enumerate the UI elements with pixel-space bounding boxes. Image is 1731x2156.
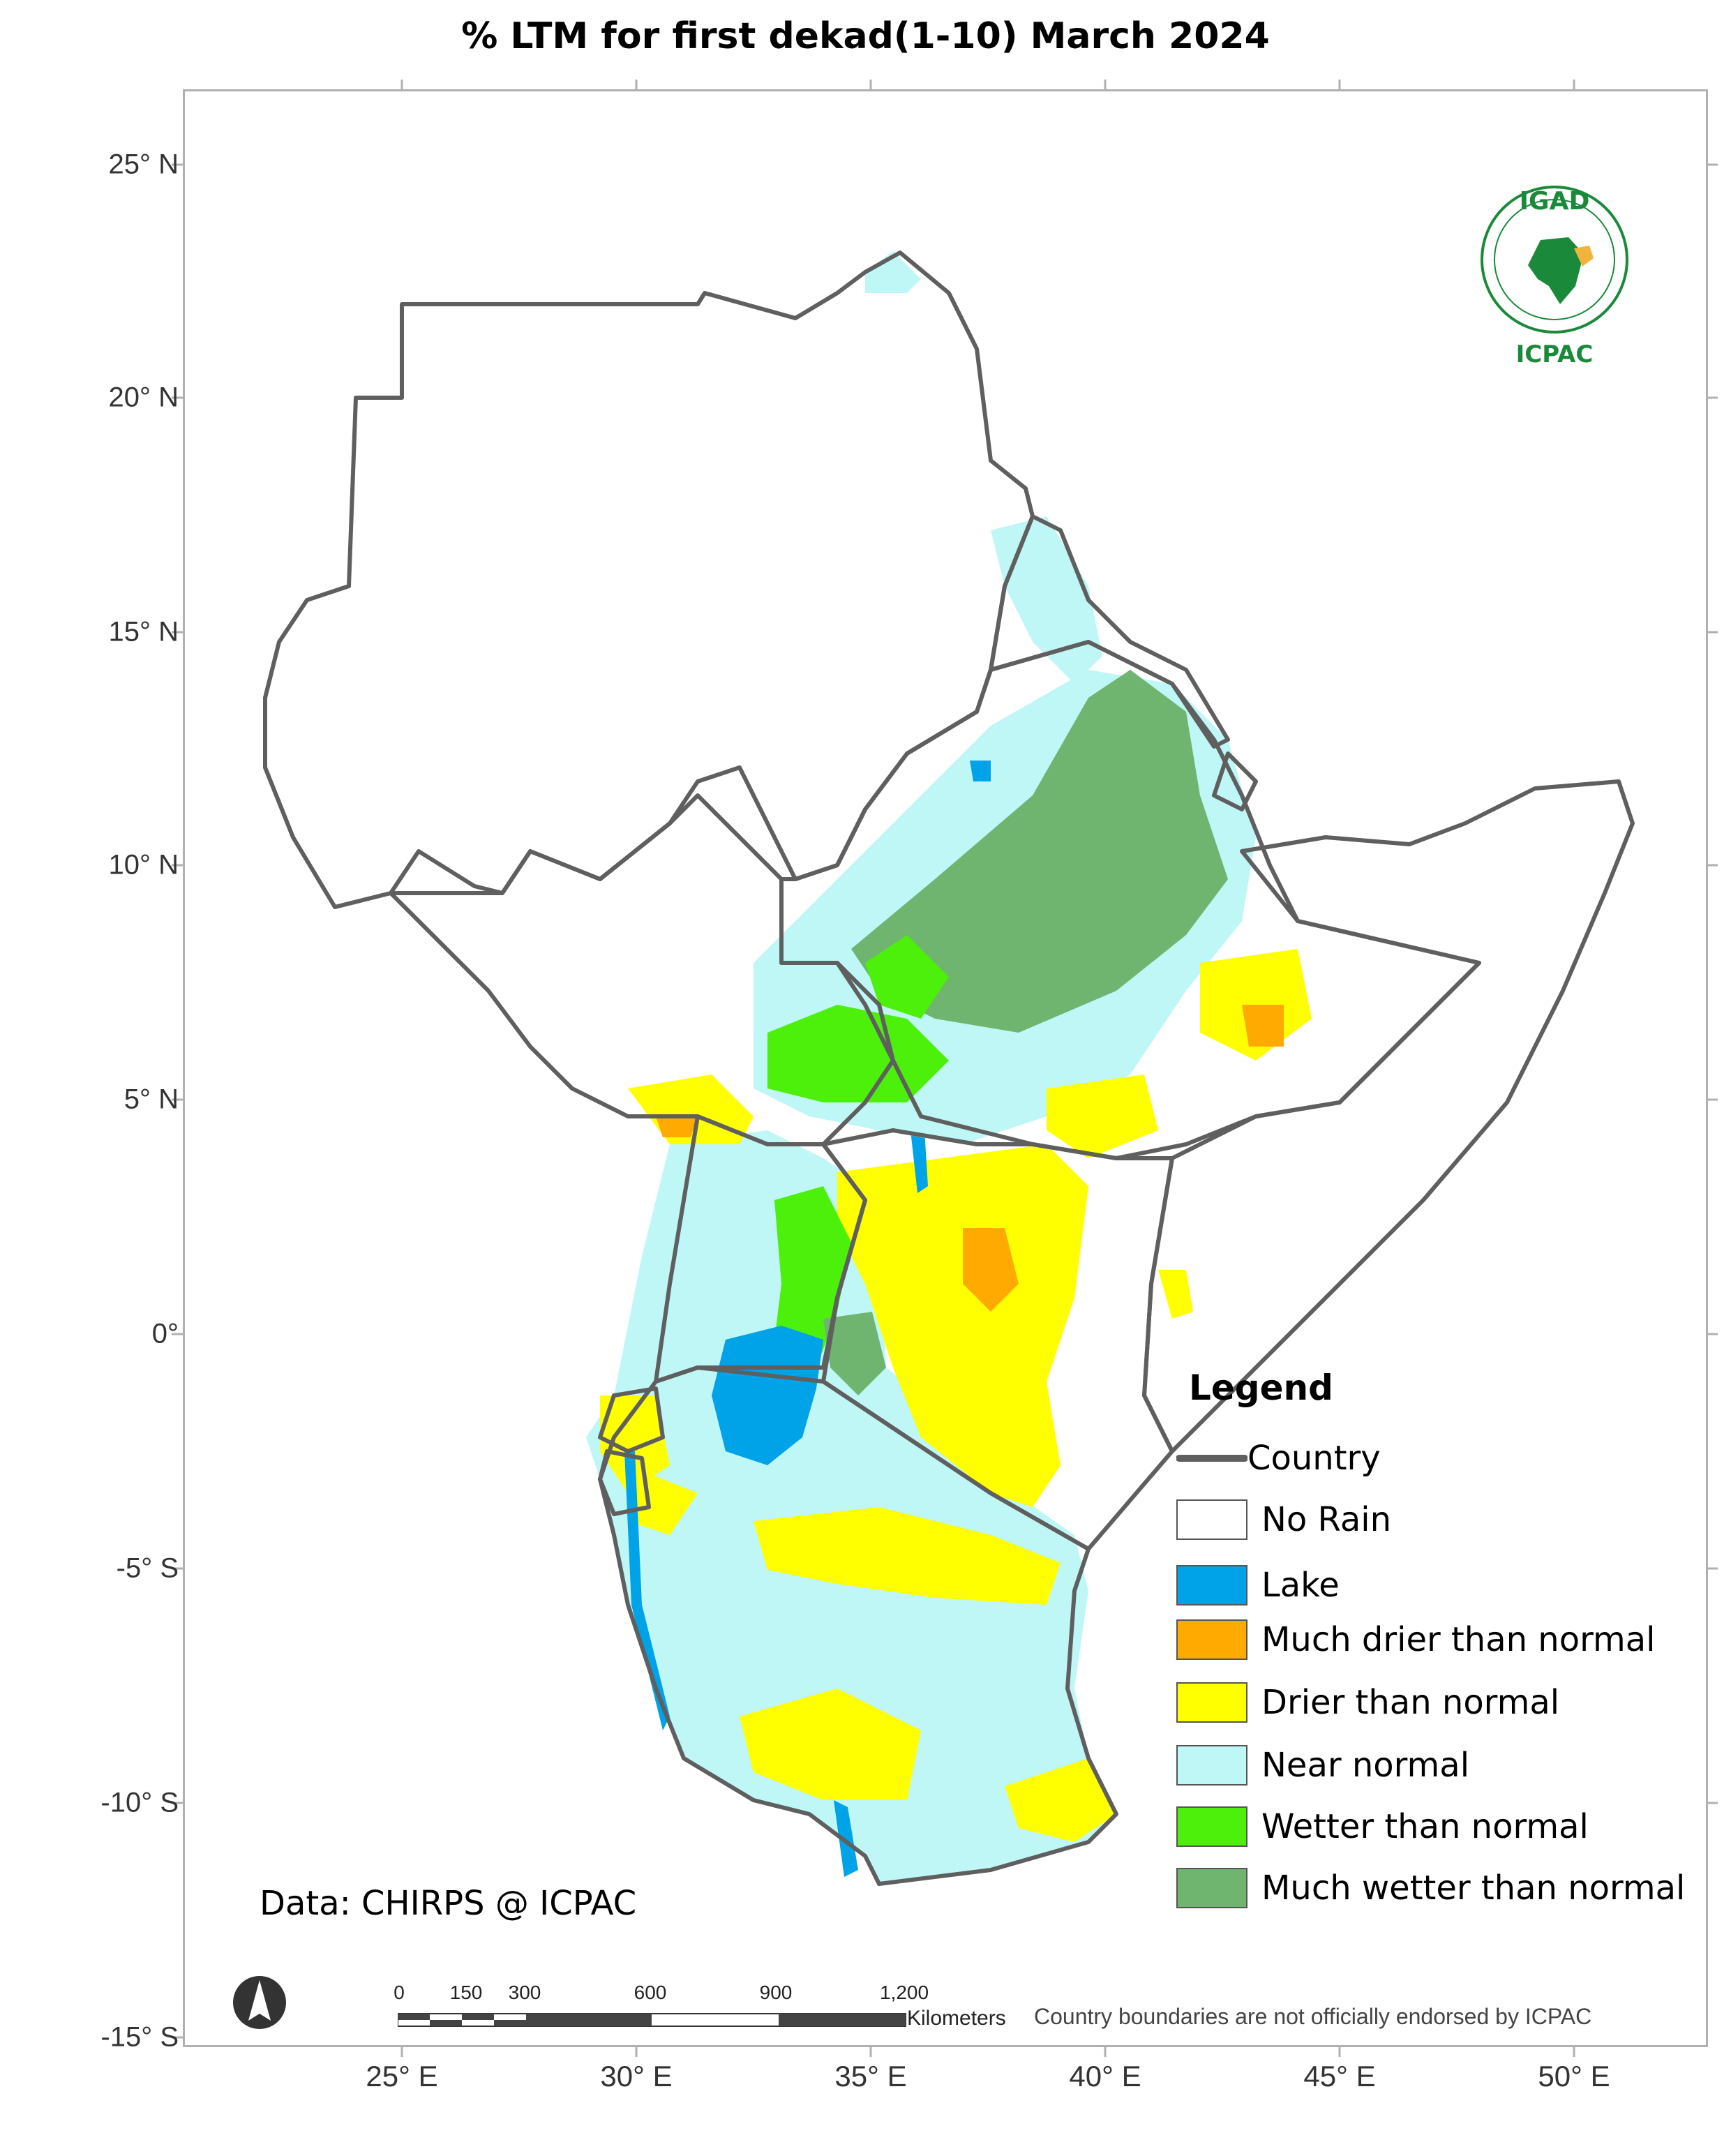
wetter-ethiopia-west xyxy=(865,935,949,1019)
drier-se-tz xyxy=(1005,1758,1116,1842)
legend-label: Much drier than normal xyxy=(1261,1620,1656,1659)
drier-west-tz xyxy=(600,1395,670,1493)
legend-item-no-rain: No Rain xyxy=(1176,1499,1391,1541)
scale-tick: 1,200 xyxy=(879,1982,929,2003)
map-title: % LTM for first dekad(1-10) March 2024 xyxy=(461,15,1270,57)
legend-label: No Rain xyxy=(1261,1500,1391,1539)
igad-icpac-logo: IGAD ICPAC xyxy=(1471,181,1638,377)
legend-item-near-normal: Near normal xyxy=(1176,1744,1469,1786)
scale-tick: 150 xyxy=(449,1982,483,2003)
country-boundaries xyxy=(263,250,1635,1886)
drier-somalia-east xyxy=(1158,1270,1193,1319)
near-normal-egypt-border xyxy=(865,251,921,293)
logo-emblem-icon xyxy=(1481,186,1628,334)
legend-swatch xyxy=(1176,1745,1247,1786)
much-drier-south-sudan xyxy=(656,1116,698,1137)
legend-swatch xyxy=(1176,1565,1247,1605)
scale-tick: 600 xyxy=(634,1982,667,2003)
legend-item-much-drier: Much drier than normal xyxy=(1176,1619,1656,1661)
legend-item-drier: Drier than normal xyxy=(1176,1682,1559,1723)
drier-ethiopia-south xyxy=(1047,1075,1158,1158)
lat-label-25n: 25° N xyxy=(108,149,179,180)
scale-unit: Kilometers xyxy=(907,2007,1006,2030)
lake-tanganyika xyxy=(624,1451,670,1730)
lon-label-45e: 45° E xyxy=(1303,2060,1376,2093)
scale-bar: 0 150 300 600 900 1,200 Kilometers xyxy=(391,1982,1019,2037)
legend-title: Legend xyxy=(1189,1368,1333,1408)
lat-label-5n: 5° N xyxy=(123,1084,179,1115)
lat-label-10s: -10° S xyxy=(100,1787,179,1818)
lon-label-40e: 40° E xyxy=(1069,2060,1141,2093)
near-normal-south xyxy=(586,1130,1116,1884)
legend-item-country: Country xyxy=(1176,1437,1381,1479)
legend-label: Wetter than normal xyxy=(1261,1807,1589,1846)
drier-central-tz xyxy=(754,1507,1061,1605)
logo-igad-text: IGAD xyxy=(1519,187,1590,216)
scale-tick: 0 xyxy=(394,1982,405,2003)
data-credit: Data: CHIRPS @ ICPAC xyxy=(260,1884,637,1923)
lat-label-0: 0° xyxy=(151,1318,179,1349)
legend-item-much-wetter: Much wetter than normal xyxy=(1176,1867,1685,1909)
lat-label-20n: 20° N xyxy=(108,382,179,413)
drier-kenya xyxy=(837,1144,1088,1507)
scale-tick: 900 xyxy=(759,1982,793,2003)
legend-label: Near normal xyxy=(1261,1746,1470,1785)
drier-south-tz xyxy=(740,1689,921,1800)
logo-icpac-text: ICPAC xyxy=(1515,340,1594,368)
legend-swatch xyxy=(1176,1499,1247,1540)
lat-label-10n: 10° N xyxy=(108,849,179,881)
legend-swatch xyxy=(1176,1806,1247,1847)
much-drier-ethiopia-east xyxy=(1242,1005,1284,1047)
legend-swatch xyxy=(1176,1868,1247,1908)
legend-swatch xyxy=(1176,1619,1247,1660)
lake-malawi xyxy=(834,1800,858,1877)
lat-label-5s: -5° S xyxy=(116,1552,179,1584)
near-normal-eritrea xyxy=(991,516,1102,684)
lon-label-50e: 50° E xyxy=(1538,2060,1610,2093)
scale-bar-graphic xyxy=(398,2013,906,2027)
legend-label: Much wetter than normal xyxy=(1261,1869,1686,1908)
legend-item-wetter: Wetter than normal xyxy=(1176,1806,1589,1848)
boundary-disclaimer: Country boundaries are not officially en… xyxy=(1034,2004,1592,2029)
legend-label: Lake xyxy=(1261,1566,1340,1605)
lon-label-30e: 30° E xyxy=(600,2060,673,2093)
legend-item-lake: Lake xyxy=(1176,1564,1340,1606)
much-wetter-ethiopia xyxy=(851,670,1228,1033)
lat-label-15s: -15° S xyxy=(100,2021,179,2053)
lake-victoria xyxy=(712,1326,823,1465)
much-drier-kenya xyxy=(963,1228,1019,1312)
lon-label-35e: 35° E xyxy=(834,2060,907,2093)
legend-swatch xyxy=(1176,1682,1247,1723)
north-arrow-icon xyxy=(233,1976,286,2029)
legend-label-country: Country xyxy=(1247,1439,1381,1478)
lon-label-25e: 25° E xyxy=(366,2060,438,2093)
graticule-ticks xyxy=(172,80,1718,2057)
lake-turkana xyxy=(911,1130,928,1193)
country-line-icon xyxy=(1176,1455,1247,1462)
scale-tick: 300 xyxy=(508,1982,541,2003)
lat-label-15n: 15° N xyxy=(108,616,179,647)
much-wetter-kenya-west xyxy=(823,1312,886,1395)
legend-label: Drier than normal xyxy=(1261,1683,1560,1722)
map-frame xyxy=(183,89,1708,2047)
lake-tana xyxy=(970,761,991,781)
